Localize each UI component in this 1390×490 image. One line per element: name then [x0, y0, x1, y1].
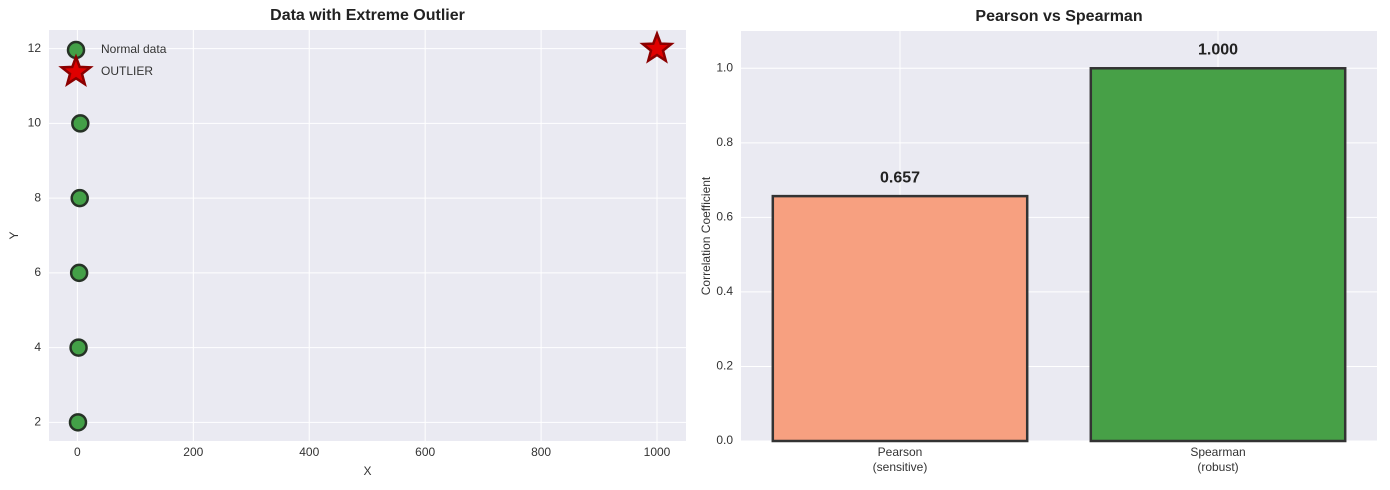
x-tick-label: 600	[415, 445, 435, 459]
plot-area	[49, 30, 686, 441]
y-tick-label: 2	[34, 414, 41, 428]
value-label: 0.657	[880, 169, 920, 186]
y-tick-label: 10	[28, 116, 42, 130]
point	[68, 413, 88, 432]
y-tick-label: 8	[34, 190, 41, 204]
x-tick-label: 200	[183, 445, 203, 459]
x-tick-label: Spearman (robust)	[1190, 445, 1245, 474]
y-axis-label: Y	[7, 231, 21, 239]
legend-label: Normal data	[101, 42, 167, 56]
x-tick-label: 0	[74, 445, 81, 459]
point	[69, 338, 88, 357]
value-label: 1.000	[1198, 41, 1238, 58]
x-tick-label: Pearson (sensitive)	[873, 445, 928, 474]
point	[70, 188, 89, 208]
bar	[771, 194, 1029, 443]
y-tick-label: 0.0	[716, 433, 733, 447]
legend-marker	[58, 53, 94, 87]
y-tick-label: 0.4	[716, 284, 733, 298]
point	[69, 263, 89, 283]
chart-title: Data with Extreme Outlier	[270, 7, 465, 24]
y-tick-label: 12	[28, 41, 42, 55]
y-tick-label: 1.0	[716, 60, 733, 74]
y-axis-label: Correlation Coefficient	[699, 176, 713, 295]
outlier-marker	[639, 30, 675, 64]
y-tick-label: 0.6	[716, 210, 733, 224]
point	[71, 114, 90, 133]
y-tick-label: 0.8	[716, 135, 733, 149]
chart-title: Pearson vs Spearman	[975, 8, 1142, 25]
x-tick-label: 800	[531, 445, 551, 459]
x-axis-label: X	[363, 464, 371, 478]
x-tick-label: 400	[299, 445, 319, 459]
x-tick-label: 1000	[644, 445, 671, 459]
y-tick-label: 6	[34, 265, 41, 279]
y-tick-label: 0.2	[716, 359, 733, 373]
legend-label: OUTLIER	[101, 64, 153, 78]
y-tick-label: 4	[34, 340, 41, 354]
bar	[1089, 67, 1347, 443]
